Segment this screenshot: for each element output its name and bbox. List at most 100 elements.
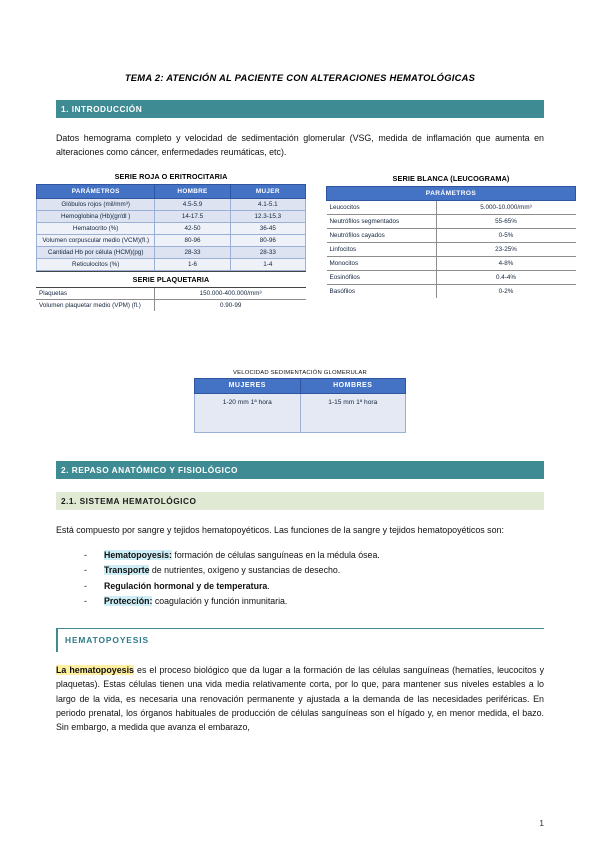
table-header-row: MUJERES HOMBRES: [194, 377, 406, 394]
cell-hombres-value: 1-15 mm 1ª hora: [299, 392, 406, 433]
list-item: - Regulación hormonal y de temperatura.: [56, 579, 544, 594]
repaso-paragraph: Está compuesto por sangre y tejidos hema…: [56, 524, 504, 535]
function-description: coagulación y función inmunitaria.: [152, 595, 288, 606]
dash-bullet-icon: -: [84, 595, 87, 606]
dash-bullet-icon: -: [84, 580, 87, 591]
table-header-row: PARÁMETROS: [326, 185, 576, 201]
cell-param: Hemoglobina (Hb)(gr/dl ): [35, 209, 156, 223]
table-row: Hemoglobina (Hb)(gr/dl ) 14-17.5 12.3-15…: [35, 209, 307, 223]
vsg-block: VELOCIDAD SEDIMENTACIÓN GLOMERULAR MUJER…: [194, 370, 406, 433]
column-header-parametros: PARÁMETROS: [326, 185, 576, 201]
cell-param: Eosinófilos: [326, 270, 437, 285]
hematology-tables: SERIE ROJA O ERITROCITARIA PARÁMETROS HO…: [35, 172, 576, 358]
function-description: .: [267, 580, 270, 591]
function-description: formación de células sanguíneas en la mé…: [171, 550, 380, 561]
table-row: Neutrófilos segmentados 55-65%: [326, 214, 576, 229]
table-row: Reticulocitos (%) 1-6 1-4: [35, 257, 307, 271]
table-row: Neutrófilos cayados 0-5%: [326, 228, 576, 243]
cell-mujer: 36-45: [229, 221, 307, 235]
cell-value: 23-25%: [436, 242, 576, 257]
function-term: Protección:: [104, 595, 153, 606]
function-term: Transporte: [104, 565, 150, 576]
column-header-hombre: HOMBRE: [154, 183, 231, 199]
cell-value: 0-5%: [436, 228, 576, 243]
serie-roja-table: PARÁMETROS HOMBRE MUJER Glóbulos rojos (…: [35, 183, 307, 271]
table-header-row: PARÁMETROS HOMBRE MUJER: [35, 183, 307, 199]
serie-blanca-caption: SERIE BLANCA (LEUCOGRAMA): [392, 173, 510, 183]
table-row: Plaquetas 150.000-400.000/mm³: [36, 287, 306, 300]
table-row: Leucocitos 5.000-10.000/mm³: [326, 200, 576, 215]
serie-roja-caption: SERIE ROJA O ERITROCITARIA: [114, 171, 228, 181]
column-header-hombres: HOMBRES: [299, 377, 406, 394]
hematopoyesis-body-text: es el proceso biológico que da lugar a l…: [56, 664, 545, 733]
hematopoyesis-lead-term: La hematopoyesis: [56, 664, 134, 675]
table-row: Hematocrito (%) 42-50 36-45: [35, 221, 307, 235]
dash-bullet-icon: -: [84, 565, 87, 576]
section-heading-introduccion: 1. INTRODUCCIÓN: [56, 100, 544, 118]
cell-hombre: 14-17.5: [154, 209, 231, 223]
cell-mujer: 28-33: [229, 245, 307, 259]
cell-param: Neutrófilos cayados: [326, 228, 437, 243]
table-row: Glóbulos rojos (mil/mm³) 4.5-5.9 4.1-5.1: [35, 197, 307, 211]
page-title: TEMA 2: ATENCIÓN AL PACIENTE CON ALTERAC…: [124, 72, 476, 83]
function-term: Hematopoyesis:: [104, 550, 172, 561]
list-item: - Protección: coagulación y función inmun…: [56, 594, 544, 609]
cell-param: Leucocitos: [326, 200, 437, 215]
table-row: Volumen corpuscular medio (VCM)(fl.) 80-…: [35, 233, 307, 247]
cell-param: Linfocitos: [326, 242, 437, 257]
cell-hombre: 80-96: [154, 233, 231, 247]
cell-param: Neutrófilos segmentados: [326, 214, 437, 229]
serie-blanca-block: SERIE BLANCA (LEUCOGRAMA) PARÁMETROS Leu…: [326, 174, 576, 298]
dash-bullet-icon: -: [84, 550, 87, 561]
cell-value: 0-2%: [436, 284, 576, 298]
cell-value: 5.000-10.000/mm³: [436, 200, 576, 215]
serie-roja-block: SERIE ROJA O ERITROCITARIA PARÁMETROS HO…: [35, 171, 307, 311]
cell-mujer: 80-96: [229, 233, 307, 247]
table-row: 1-20 mm 1ª hora 1-15 mm 1ª hora: [194, 392, 406, 433]
serie-plaquetaria-table: SERIE PLAQUETARIA Plaquetas 150.000-400.…: [36, 270, 306, 311]
cell-param: Cantidad Hb por célula (HCM)(pg): [35, 245, 156, 259]
list-item: - Hematopoyesis: formación de células san…: [56, 548, 544, 563]
list-item: - Transporte de nutrientes, oxígeno y sus…: [56, 563, 544, 578]
cell-hombre: 42-50: [154, 221, 231, 235]
cell-param: Monocitos: [326, 256, 437, 271]
cell-value: 0.90-99: [154, 299, 306, 311]
cell-param: Volumen plaquetar medio (VPM) (fl.): [36, 299, 156, 311]
section-heading-repaso: 2. REPASO ANATÓMICO Y FISIOLÓGICO: [56, 460, 544, 479]
cell-hombre: 28-33: [154, 245, 231, 259]
cell-param: Reticulocitos (%): [35, 257, 156, 271]
hematopoyesis-heading-box: HEMATOPOYESIS: [56, 627, 544, 652]
cell-param: Hematocrito (%): [35, 221, 156, 235]
column-header-parametros: PARÁMETROS: [35, 183, 156, 199]
cell-param: Volumen corpuscular medio (VCM)(fl.): [35, 233, 156, 247]
cell-value: 4-8%: [436, 256, 576, 271]
column-header-mujeres: MUJERES: [194, 377, 301, 394]
table-row: Volumen plaquetar medio (VPM) (fl.) 0.90…: [36, 299, 306, 311]
function-description: de nutrientes, oxígeno y sustancias de d…: [149, 565, 341, 576]
cell-mujer: 12.3-15.3: [229, 209, 307, 223]
serie-plaquetaria-caption: SERIE PLAQUETARIA: [36, 270, 306, 288]
cell-value: 150.000-400.000/mm³: [154, 287, 306, 300]
cell-value: 55-65%: [436, 214, 576, 229]
subsection-heading-sistema-hematologico: 2.1. SISTEMA HEMATOLÓGICO: [56, 491, 544, 510]
table-row: Linfocitos 23-25%: [326, 242, 576, 257]
cell-mujer: 1-4: [229, 257, 307, 271]
cell-hombre: 4.5-5.9: [154, 197, 231, 211]
vsg-table: MUJERES HOMBRES 1-20 mm 1ª hora 1-15 mm …: [194, 377, 406, 433]
table-row: Monocitos 4-8%: [326, 256, 576, 271]
blood-functions-list: - Hematopoyesis: formación de células san…: [56, 548, 544, 609]
column-header-mujer: MUJER: [229, 183, 307, 199]
cell-mujer: 4.1-5.1: [229, 197, 307, 211]
intro-paragraph: Datos hemograma completo y velocidad de …: [56, 133, 544, 158]
cell-param: Basófilos: [326, 284, 437, 298]
serie-plaquetaria-caption-row: SERIE PLAQUETARIA: [36, 270, 306, 288]
cell-hombre: 1-6: [154, 257, 231, 271]
table-row: Eosinófilos 0.4-4%: [326, 270, 576, 285]
page-number: 1: [539, 818, 544, 828]
vsg-caption: VELOCIDAD SEDIMENTACIÓN GLOMERULAR: [232, 369, 367, 376]
hematopoyesis-paragraph: La hematopoyesis es el proceso biológico…: [56, 663, 544, 735]
cell-value: 0.4-4%: [436, 270, 576, 285]
table-row: Basófilos 0-2%: [326, 284, 576, 298]
cell-param: Glóbulos rojos (mil/mm³): [35, 197, 156, 211]
